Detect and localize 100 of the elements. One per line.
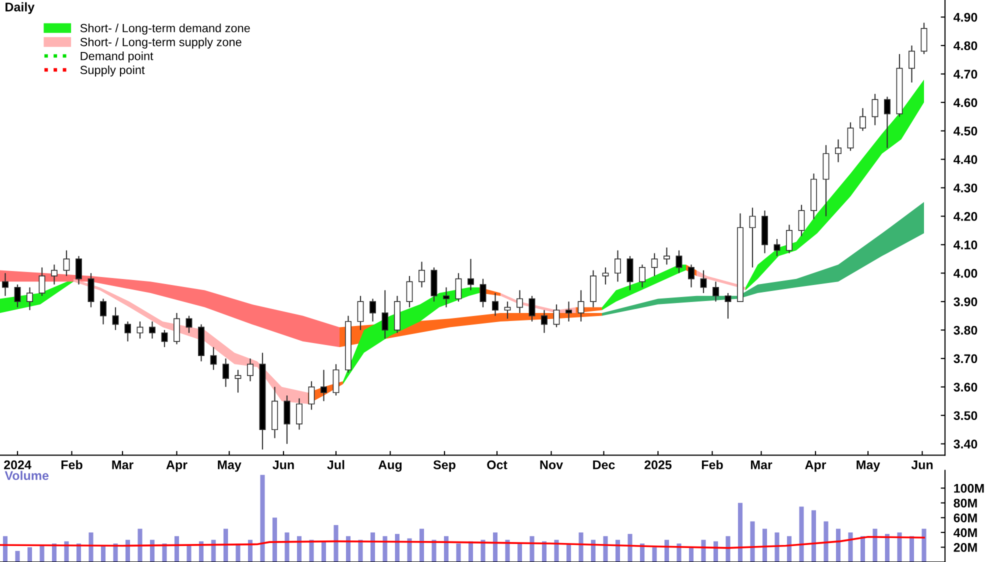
bar [40,546,44,562]
candlestick [222,358,229,388]
candlestick [614,250,621,282]
bar [652,547,657,562]
candlestick [63,250,70,277]
bar [27,547,32,562]
y-tick-label: 3.50 [954,411,978,420]
candlestick [602,266,609,286]
bar [909,536,914,562]
bar [872,528,878,562]
candlestick [88,272,94,308]
candlestick [847,122,854,152]
bar [407,538,412,562]
y-tick-label: 3.80 [954,326,978,335]
x-tick-label: Mar [750,460,772,470]
bar [174,536,180,562]
x-tick-label: Mar [112,460,134,470]
y-tick-label: 4.00 [954,268,978,278]
bar [738,502,743,562]
bar [554,540,559,562]
candlestick [920,22,928,55]
x-tick-label: Apr [166,460,188,472]
candlestick [370,298,376,322]
bar [860,536,866,562]
candlestick [664,246,670,266]
y-tick-label: 3.70 [954,354,978,364]
candlestick [406,275,413,308]
y-tick-label: 3.60 [954,382,978,392]
bar [897,532,902,562]
bar [113,544,118,562]
candlestick [908,44,915,84]
candlestick [357,295,364,331]
bar [688,547,694,562]
x-tick-label: Jun [272,460,294,470]
candlestick [860,108,866,132]
candlestick [14,284,21,308]
bar [884,534,890,562]
y-tick-label: 3.90 [954,297,978,306]
candlestick [247,358,254,382]
bar [750,521,755,562]
legend-label: Short- / Long-term supply zone [80,38,242,49]
chart-title: Volume [4,470,49,480]
candlestick [308,380,315,410]
bar [922,528,926,562]
bar [284,532,290,562]
candlestick [553,304,560,328]
candlestick [136,320,144,340]
bar [603,536,608,562]
bar [456,544,461,562]
bar [811,510,816,562]
candlestick [468,258,474,291]
bar [272,518,278,562]
bar [492,532,498,562]
y-tick-label: 4.20 [954,212,978,221]
candlestick [578,290,584,322]
bar [138,528,142,562]
candlestick [835,138,842,163]
legend-label: Supply point [80,65,145,76]
candlestick [76,256,82,286]
candlestick [528,295,536,322]
bar [296,536,302,562]
y-tick-label: 4.40 [954,155,978,164]
x-tick-label: Feb [702,460,723,470]
candlestick [626,256,634,291]
candlestick [480,278,486,308]
candlestick [332,364,340,396]
candlestick [492,292,498,316]
x-tick-label: 2024 [4,460,32,470]
y-tick-label: 4.80 [954,41,978,50]
y-tick-label: 100M [954,484,984,493]
x-tick-label: Jun [911,460,933,470]
y-tick-label: 4.30 [954,184,978,192]
bar [100,546,106,562]
candlestick [284,394,290,444]
y-tick-label: 4.50 [954,126,978,136]
bar [799,506,804,562]
y-tick-label: 4.60 [954,98,978,108]
candlestick [51,264,58,286]
bar [382,536,388,562]
bar [628,534,632,562]
bar [346,536,351,562]
candlestick [774,238,780,257]
bar [848,532,853,562]
candlestick [676,250,682,274]
candlestick [455,272,462,302]
y-tick-label: 4.70 [954,70,978,79]
candlestick [320,369,327,402]
candlestick [639,264,646,288]
y-tick-label: 40M [954,528,977,538]
candlestick [566,301,572,322]
y-tick-label: 20M [954,543,977,552]
candlestick [124,320,131,342]
candlestick [382,290,388,340]
bar [162,544,167,562]
candlestick [516,290,523,314]
x-tick-label: Aug [378,460,402,472]
candlestick [26,286,33,311]
x-tick-label: Nov [540,460,564,470]
candlestick [872,93,878,126]
candlestick [798,204,805,237]
